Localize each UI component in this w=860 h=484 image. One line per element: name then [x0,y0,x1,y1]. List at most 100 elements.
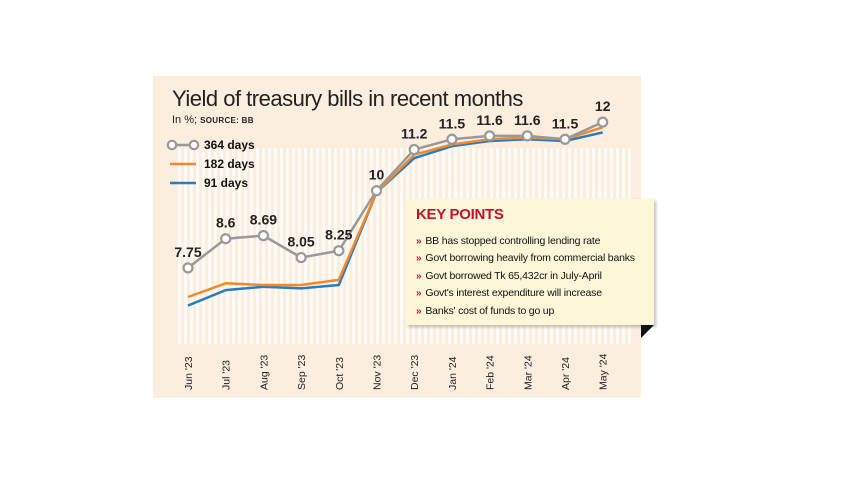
tick-label: Dec '23 [409,355,421,390]
background-stripe [232,148,235,344]
key-point-item: » BB has stopped controlling lending rate [416,233,635,250]
x-axis-tick-labels: Jun '23 Jul '23 Aug '23 Sep '23 Oct '23 Nov '… [183,353,610,390]
data-label: 11.5 [439,115,466,131]
background-stripe [310,148,313,344]
double-chevron-icon: » [416,253,422,265]
double-chevron-icon: » [416,305,422,317]
background-stripe [274,148,277,344]
background-stripe [388,148,391,344]
tick-label: Mar '24 [522,355,534,390]
data-point [295,251,307,264]
tick-label: Aug '23 [258,355,270,390]
chart-title: Yield of treasury bills in recent months [172,86,523,111]
background-stripe [286,148,289,344]
data-labels: 7.75 8.6 8.69 8.05 8.25 10 11.2 11.5 11.6 11.6 11.… [174,98,610,260]
background-stripe [268,148,271,344]
background-stripe [256,148,259,344]
data-markers [182,116,609,274]
background-stripe [178,148,181,344]
data-label: 11.5 [552,115,579,131]
data-point [446,133,458,145]
key-points-box: KEY POINTS » BB has stopped controlling l… [406,199,654,325]
background-stripe [220,148,223,344]
background-stripe [382,148,385,344]
background-stripe [328,148,331,344]
data-point [333,245,345,257]
background-stripe [394,148,397,344]
background-stripe [304,148,307,344]
series-line-364-days [187,121,604,269]
legend-label: 364 days [204,138,255,152]
tick-label: Apr '24 [560,357,572,390]
box-fold-shadow [641,325,654,338]
key-point-text: Govt's interest expenditure will increas… [425,287,602,300]
background-stripe [250,148,253,344]
unit-label: In %; [172,114,201,126]
background-stripe [196,148,199,344]
tick-label: May '24 [598,353,610,390]
data-point [220,233,232,245]
data-label: 8.69 [250,212,277,228]
background-stripe [322,148,325,344]
data-point [484,130,496,142]
legend-label: 182 days [204,157,255,171]
background-stripe [262,148,265,344]
background-stripe [190,148,193,344]
background-stripe [202,148,205,344]
double-chevron-icon: » [416,270,422,282]
background-stripe [400,148,403,344]
key-point-text: BB has stopped controlling lending rate [425,235,601,247]
series-line-182-days [187,126,604,299]
data-label: 8.05 [287,234,314,250]
data-label: 11.6 [514,112,541,128]
data-point [257,230,269,242]
tick-label: Oct '23 [334,357,346,390]
data-point [370,185,383,197]
background-stripe [208,148,211,344]
background-stripe [238,148,241,344]
background-stripe [346,148,349,344]
tick-label: Feb '24 [485,355,497,390]
background-stripe [184,148,187,344]
key-point-item: » Govt borrowed Tk 65,432cr in July-April [416,268,635,285]
legend-marker [166,139,178,151]
background-stripe [316,148,319,344]
data-point [559,133,571,145]
data-label: 10 [369,167,385,183]
key-points-title: KEY POINTS [416,206,504,223]
data-label: 8.25 [325,227,352,243]
background-stripe [376,148,379,344]
background-stripe [226,148,229,344]
data-label: 11.6 [476,112,503,128]
double-chevron-icon: » [416,236,422,247]
background-stripe [244,148,247,344]
data-label: 8.6 [216,215,236,231]
data-point [408,143,420,156]
data-label: 12 [595,98,611,114]
key-point-text: Govt borrowed Tk 65,432cr in July-April [425,269,602,282]
source-label: SOURCE: BB [200,116,254,125]
data-label: 7.75 [174,244,201,260]
key-points-list: » BB has stopped controlling lending rate… [416,233,635,320]
chart-subtitle: In %; SOURCE: BB [172,114,254,126]
tick-label: Jul '23 [221,360,233,390]
key-point-item: » Govt borrowing heavily from commercial … [416,250,635,267]
tick-label: Jun '23 [183,356,195,390]
tick-label: Jan '24 [447,356,459,390]
legend: 364 days 182 days 91 days [166,138,255,190]
key-point-text: Banks' cost of funds to go up [425,304,555,317]
key-point-text: Govt borrowing heavily from commercial b… [425,252,635,265]
tick-label: Nov '23 [372,355,384,390]
background-stripe [358,148,361,344]
data-label: 11.2 [401,126,428,142]
legend-marker [188,139,200,151]
series-lines [187,121,604,307]
background-stripe [364,148,367,344]
tick-label: Sep '23 [296,355,308,390]
data-point [597,116,609,128]
background-stripe [298,148,301,344]
key-point-item: » Govt's interest expenditure will increa… [416,285,635,302]
double-chevron-icon: » [416,288,422,300]
key-point-item: » Banks' cost of funds to go up [416,303,635,320]
background-stripe [334,148,337,344]
